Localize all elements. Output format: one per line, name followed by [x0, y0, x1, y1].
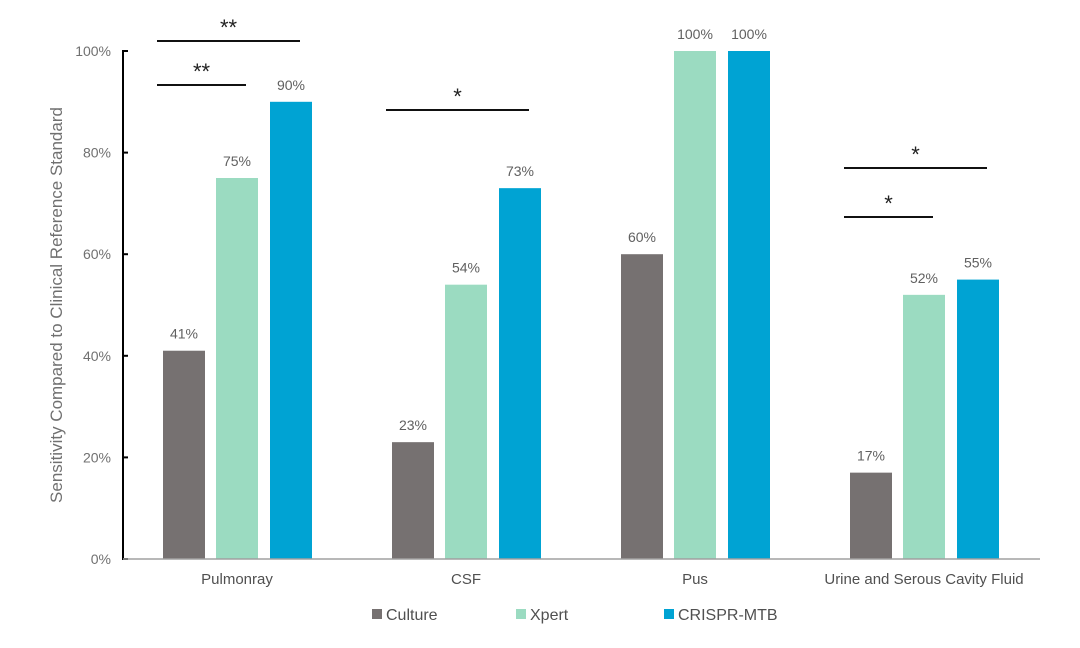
significance-mark: * [453, 84, 462, 109]
legend-swatch-xpert [516, 609, 526, 619]
legend-swatch-culture [372, 609, 382, 619]
bar-xpert [445, 284, 487, 559]
x-tick-label: Pulmonray [201, 571, 273, 588]
legend-label: Xpert [530, 607, 569, 624]
y-tick-label: 40% [83, 348, 111, 364]
bar-culture [621, 254, 663, 559]
data-label: 55% [964, 255, 992, 271]
legend-label: CRISPR-MTB [678, 607, 778, 624]
data-label: 73% [506, 163, 534, 179]
y-tick-label: 20% [83, 449, 111, 465]
data-label: 100% [731, 26, 767, 42]
bar-xpert [216, 178, 258, 559]
bar-culture [850, 472, 892, 559]
legend-label: Culture [386, 607, 438, 624]
data-label: 17% [857, 448, 885, 464]
bar-culture [163, 350, 205, 559]
data-label: 100% [677, 26, 713, 42]
significance-mark: ** [193, 59, 211, 84]
data-label: 54% [452, 260, 480, 276]
y-tick-label: 0% [91, 551, 111, 567]
significance-mark: * [911, 142, 920, 167]
bar-xpert [903, 294, 945, 559]
data-label: 60% [628, 229, 656, 245]
bar-culture [392, 442, 434, 559]
significance-mark: ** [220, 15, 238, 40]
data-label: 23% [399, 417, 427, 433]
data-label: 41% [170, 326, 198, 342]
bar-crispr-mtb [728, 51, 770, 559]
y-tick-label: 100% [75, 43, 111, 59]
legend-swatch-crispr-mtb [664, 609, 674, 619]
y-tick-label: 60% [83, 246, 111, 262]
bar-xpert [674, 51, 716, 559]
x-tick-label: Pus [682, 571, 708, 588]
bar-crispr-mtb [270, 101, 312, 560]
data-label: 90% [277, 77, 305, 93]
x-tick-label: CSF [451, 571, 481, 588]
bar-crispr-mtb [957, 279, 999, 559]
y-axis-label: Sensitivity Compared to Clinical Referen… [47, 107, 66, 503]
significance-mark: * [884, 191, 893, 216]
y-tick-label: 80% [83, 145, 111, 161]
data-label: 75% [223, 153, 251, 169]
data-label: 52% [910, 270, 938, 286]
x-tick-label: Urine and Serous Cavity Fluid [824, 571, 1023, 588]
bar-crispr-mtb [499, 188, 541, 559]
